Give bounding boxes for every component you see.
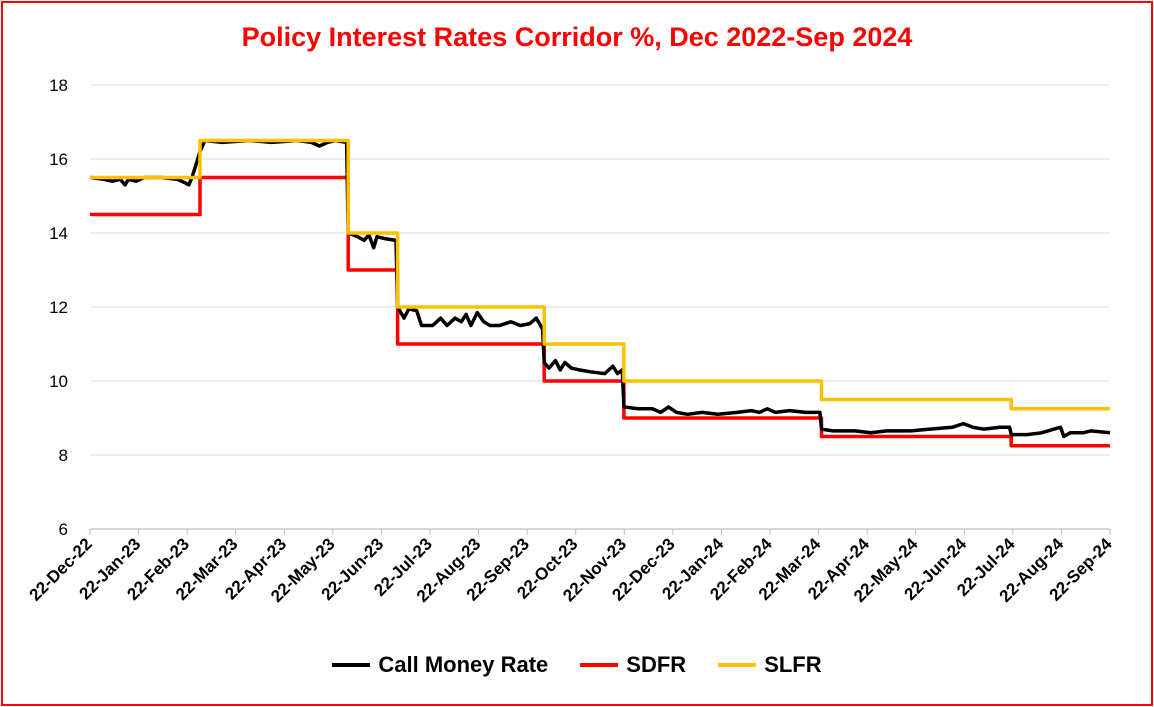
- y-tick-label: 12: [49, 298, 68, 317]
- y-tick-label: 18: [49, 76, 68, 95]
- y-tick-label: 16: [49, 150, 68, 169]
- series-lines: [89, 138, 1111, 448]
- y-tick-label: 10: [49, 372, 68, 391]
- legend-swatch: [580, 663, 619, 667]
- y-tick-labels: 6 8 10 12 14 16 18: [49, 76, 68, 539]
- x-tick-labels: 22-Dec-2222-Jan-2322-Feb-2322-Mar-2322-A…: [26, 534, 1117, 606]
- legend-label: SDFR: [626, 652, 687, 677]
- axes: [89, 528, 1111, 535]
- legend: Call Money Rate SDFR SLFR: [0, 652, 1154, 678]
- legend-swatch: [332, 663, 371, 667]
- legend-item: SLFR: [718, 652, 822, 678]
- series-line-slfr: [90, 138, 1110, 411]
- series-line-sdfr: [90, 175, 1110, 448]
- chart-title: Policy Interest Rates Corridor %, Dec 20…: [241, 22, 913, 52]
- legend-label: Call Money Rate: [378, 652, 549, 677]
- legend-item: Call Money Rate: [332, 652, 548, 678]
- y-tick-label: 14: [49, 224, 68, 243]
- legend-item: SDFR: [580, 652, 686, 678]
- y-tick-label: 6: [59, 520, 68, 539]
- grid-lines: [90, 84, 1110, 456]
- legend-swatch: [718, 663, 757, 667]
- series-line-call-money-rate: [89, 138, 1111, 439]
- legend-label: SLFR: [764, 652, 822, 677]
- y-tick-label: 8: [59, 446, 68, 465]
